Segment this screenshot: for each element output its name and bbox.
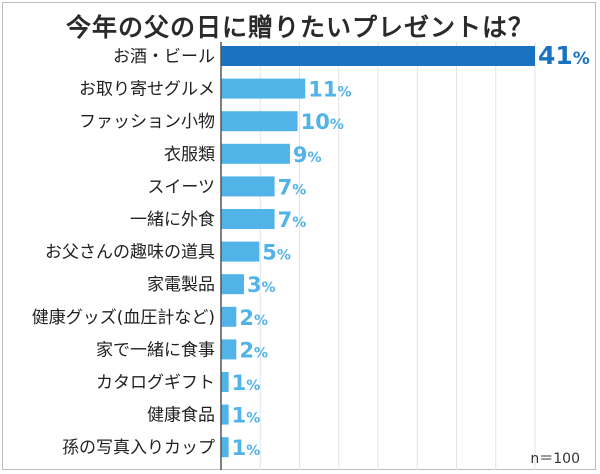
category-label: 衣服類 (164, 145, 215, 165)
bar (221, 209, 275, 229)
category-label: スイーツ (147, 177, 215, 197)
bar (221, 372, 229, 392)
bar (221, 111, 298, 132)
category-label: ファッション小物 (79, 112, 215, 132)
value-label: 2% (239, 306, 268, 330)
bar (221, 78, 306, 99)
bar (221, 176, 275, 197)
category-label: 家で一緒に食事 (96, 340, 215, 360)
bar (221, 241, 260, 262)
category-label: カタログギフト (96, 373, 215, 393)
category-label: 家電製品 (147, 275, 215, 295)
category-label: 健康食品 (147, 406, 215, 426)
bar (221, 306, 237, 327)
category-label: 一緒に外食 (130, 210, 215, 230)
value-label: 7% (278, 175, 307, 199)
value-label: 9% (293, 143, 322, 167)
category-label: 健康グッズ(血圧計など) (32, 308, 215, 328)
bar (221, 143, 290, 164)
value-label: 5% (262, 241, 291, 265)
sample-size-label: n＝100 (530, 451, 580, 467)
bar (221, 339, 237, 360)
category-label: お取り寄せグルメ (79, 80, 215, 100)
chart-title: 今年の父の日に贈りたいプレゼントは？ (65, 13, 534, 42)
value-label: 1% (232, 371, 261, 395)
value-label: 7% (278, 208, 307, 232)
value-label: 10% (301, 110, 344, 134)
bar (221, 404, 229, 425)
value-label: 2% (239, 338, 268, 362)
value-label: 3% (247, 273, 276, 297)
value-label: 1% (232, 436, 261, 460)
category-label: お父さんの趣味の道具 (45, 243, 215, 263)
bar (221, 274, 244, 295)
category-label: お酒・ビール (113, 47, 215, 67)
bar (221, 437, 229, 458)
bar (221, 46, 535, 66)
category-label: 孫の写真入りカップ (62, 438, 215, 458)
value-label: 41% (538, 41, 590, 70)
value-label: 11% (308, 78, 351, 102)
value-label: 1% (232, 404, 261, 428)
